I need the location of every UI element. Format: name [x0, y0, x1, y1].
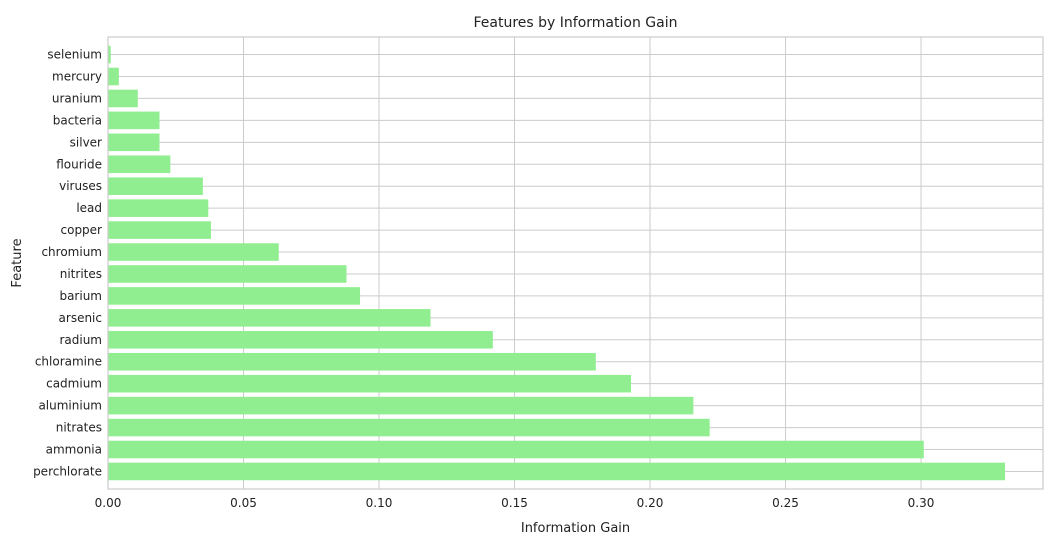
y-tick-label: chromium — [41, 245, 102, 259]
bar-barium — [108, 287, 361, 305]
y-axis-label: Feature — [10, 238, 25, 287]
y-tick-label: cadmium — [46, 377, 102, 391]
y-tick-label: viruses — [59, 179, 102, 193]
y-tick-label: nitrites — [60, 267, 102, 281]
bar-chromium — [108, 243, 279, 261]
y-tick-label: barium — [59, 289, 102, 303]
bar-nitrites — [108, 265, 347, 283]
bar-aluminium — [108, 396, 694, 415]
bar-layer — [108, 45, 1006, 481]
bar-lead — [108, 199, 209, 217]
bar-ammonia — [108, 440, 924, 459]
bar-arsenic — [108, 309, 431, 327]
x-tick-label: 0.30 — [908, 496, 935, 510]
x-tick-label: 0.00 — [95, 496, 122, 510]
x-axis-label: Information Gain — [521, 521, 630, 536]
bar-perchlorate — [108, 462, 1006, 481]
bar-bacteria — [108, 111, 160, 130]
bar-viruses — [108, 177, 203, 195]
y-tick-label: aluminium — [38, 399, 102, 413]
y-tick-label: copper — [61, 223, 103, 237]
y-tick-label: ammonia — [46, 443, 102, 457]
y-tick-label: chloramine — [35, 355, 102, 369]
bar-nitrates — [108, 418, 710, 437]
bar-chloramine — [108, 352, 596, 371]
x-tick-label: 0.05 — [230, 496, 257, 510]
chart-title: Features by Information Gain — [474, 15, 678, 31]
bar-radium — [108, 331, 493, 349]
bar-cadmium — [108, 374, 632, 393]
y-tick-label: radium — [59, 333, 102, 347]
y-tick-label: mercury — [52, 69, 102, 83]
bar-mercury — [108, 67, 119, 86]
tick-layer: 0.00 0.05 0.10 0.15 0.20 0.25 0.30 perchlorate a… — [33, 48, 934, 510]
y-tick-label: uranium — [52, 91, 102, 105]
x-tick-label: 0.25 — [772, 496, 799, 510]
y-tick-label: arsenic — [59, 311, 102, 325]
y-tick-label: selenium — [47, 48, 102, 62]
y-tick-label: lead — [76, 201, 102, 215]
bar-silver — [108, 133, 160, 152]
y-tick-label: flouride — [56, 157, 102, 171]
bar-flouride — [108, 155, 171, 174]
y-tick-label: silver — [70, 135, 102, 149]
x-tick-label: 0.15 — [501, 496, 528, 510]
y-tick-label: perchlorate — [33, 464, 102, 478]
plot-frame — [107, 36, 1044, 490]
x-tick-label: 0.10 — [366, 496, 393, 510]
bar-uranium — [108, 89, 138, 108]
y-tick-label: bacteria — [53, 113, 102, 127]
bar-selenium — [108, 45, 111, 64]
y-tick-label: nitrates — [56, 421, 102, 435]
bar-copper — [108, 221, 211, 239]
x-tick-label: 0.20 — [637, 496, 664, 510]
